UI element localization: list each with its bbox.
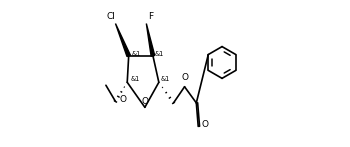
Text: &1: &1 [132, 51, 141, 57]
Text: Cl: Cl [106, 12, 115, 21]
Text: O: O [119, 95, 126, 105]
Polygon shape [146, 24, 155, 56]
Text: &1: &1 [130, 76, 139, 82]
Polygon shape [116, 24, 131, 57]
Text: O: O [181, 73, 188, 82]
Text: O: O [141, 97, 148, 106]
Text: O: O [201, 120, 208, 130]
Text: F: F [148, 12, 153, 21]
Text: &1: &1 [154, 51, 163, 57]
Text: &1: &1 [160, 76, 169, 82]
